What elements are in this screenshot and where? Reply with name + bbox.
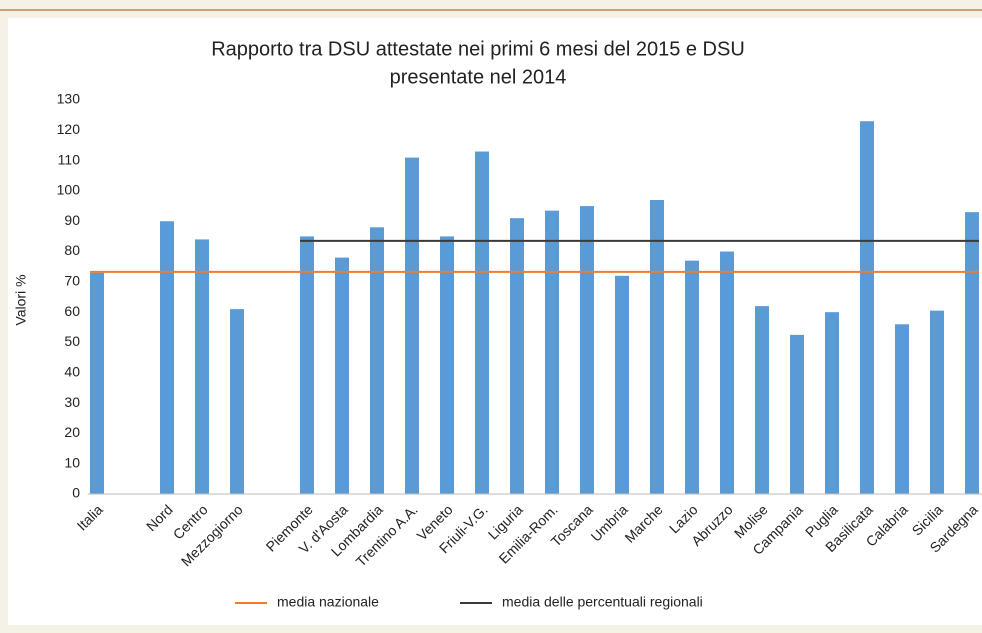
y-tick-label: 70 [64, 273, 80, 289]
bar [755, 306, 769, 494]
y-tick-label: 20 [64, 424, 80, 440]
bar [615, 275, 629, 494]
bar [370, 227, 384, 495]
y-tick-label: 90 [64, 212, 80, 228]
y-tick-label: 80 [64, 242, 80, 258]
bar [790, 334, 804, 494]
y-tick-label: 10 [64, 454, 80, 470]
y-tick-label: 130 [57, 91, 81, 107]
bar [195, 239, 209, 494]
bar [405, 157, 419, 495]
bar [720, 251, 734, 494]
bar [510, 218, 524, 494]
y-tick-label: 100 [57, 182, 81, 198]
y-tick-label: 50 [64, 333, 80, 349]
bar [930, 310, 944, 494]
chart-title: presentate nel 2014 [390, 66, 567, 88]
bar [335, 257, 349, 494]
legend-label: media nazionale [277, 594, 379, 610]
bar [300, 236, 314, 494]
y-axis-label: Valori % [13, 274, 29, 325]
bar [545, 210, 559, 494]
bar [965, 212, 979, 494]
bar [895, 324, 909, 494]
chart-title: Rapporto tra DSU attestate nei primi 6 m… [211, 38, 745, 60]
y-tick-label: 0 [72, 485, 80, 501]
y-tick-label: 40 [64, 363, 80, 379]
legend-label: media delle percentuali regionali [502, 594, 703, 610]
bar [650, 200, 664, 494]
bar [860, 121, 874, 494]
bar [825, 312, 839, 494]
y-tick-label: 60 [64, 303, 80, 319]
bar [580, 206, 594, 495]
y-tick-label: 30 [64, 394, 80, 410]
bar [475, 151, 489, 494]
bar [440, 236, 454, 494]
y-tick-label: 110 [58, 151, 81, 167]
bar [685, 260, 699, 494]
bar [160, 221, 174, 494]
y-tick-label: 120 [57, 121, 81, 137]
bar [230, 309, 244, 494]
bar [90, 272, 104, 494]
